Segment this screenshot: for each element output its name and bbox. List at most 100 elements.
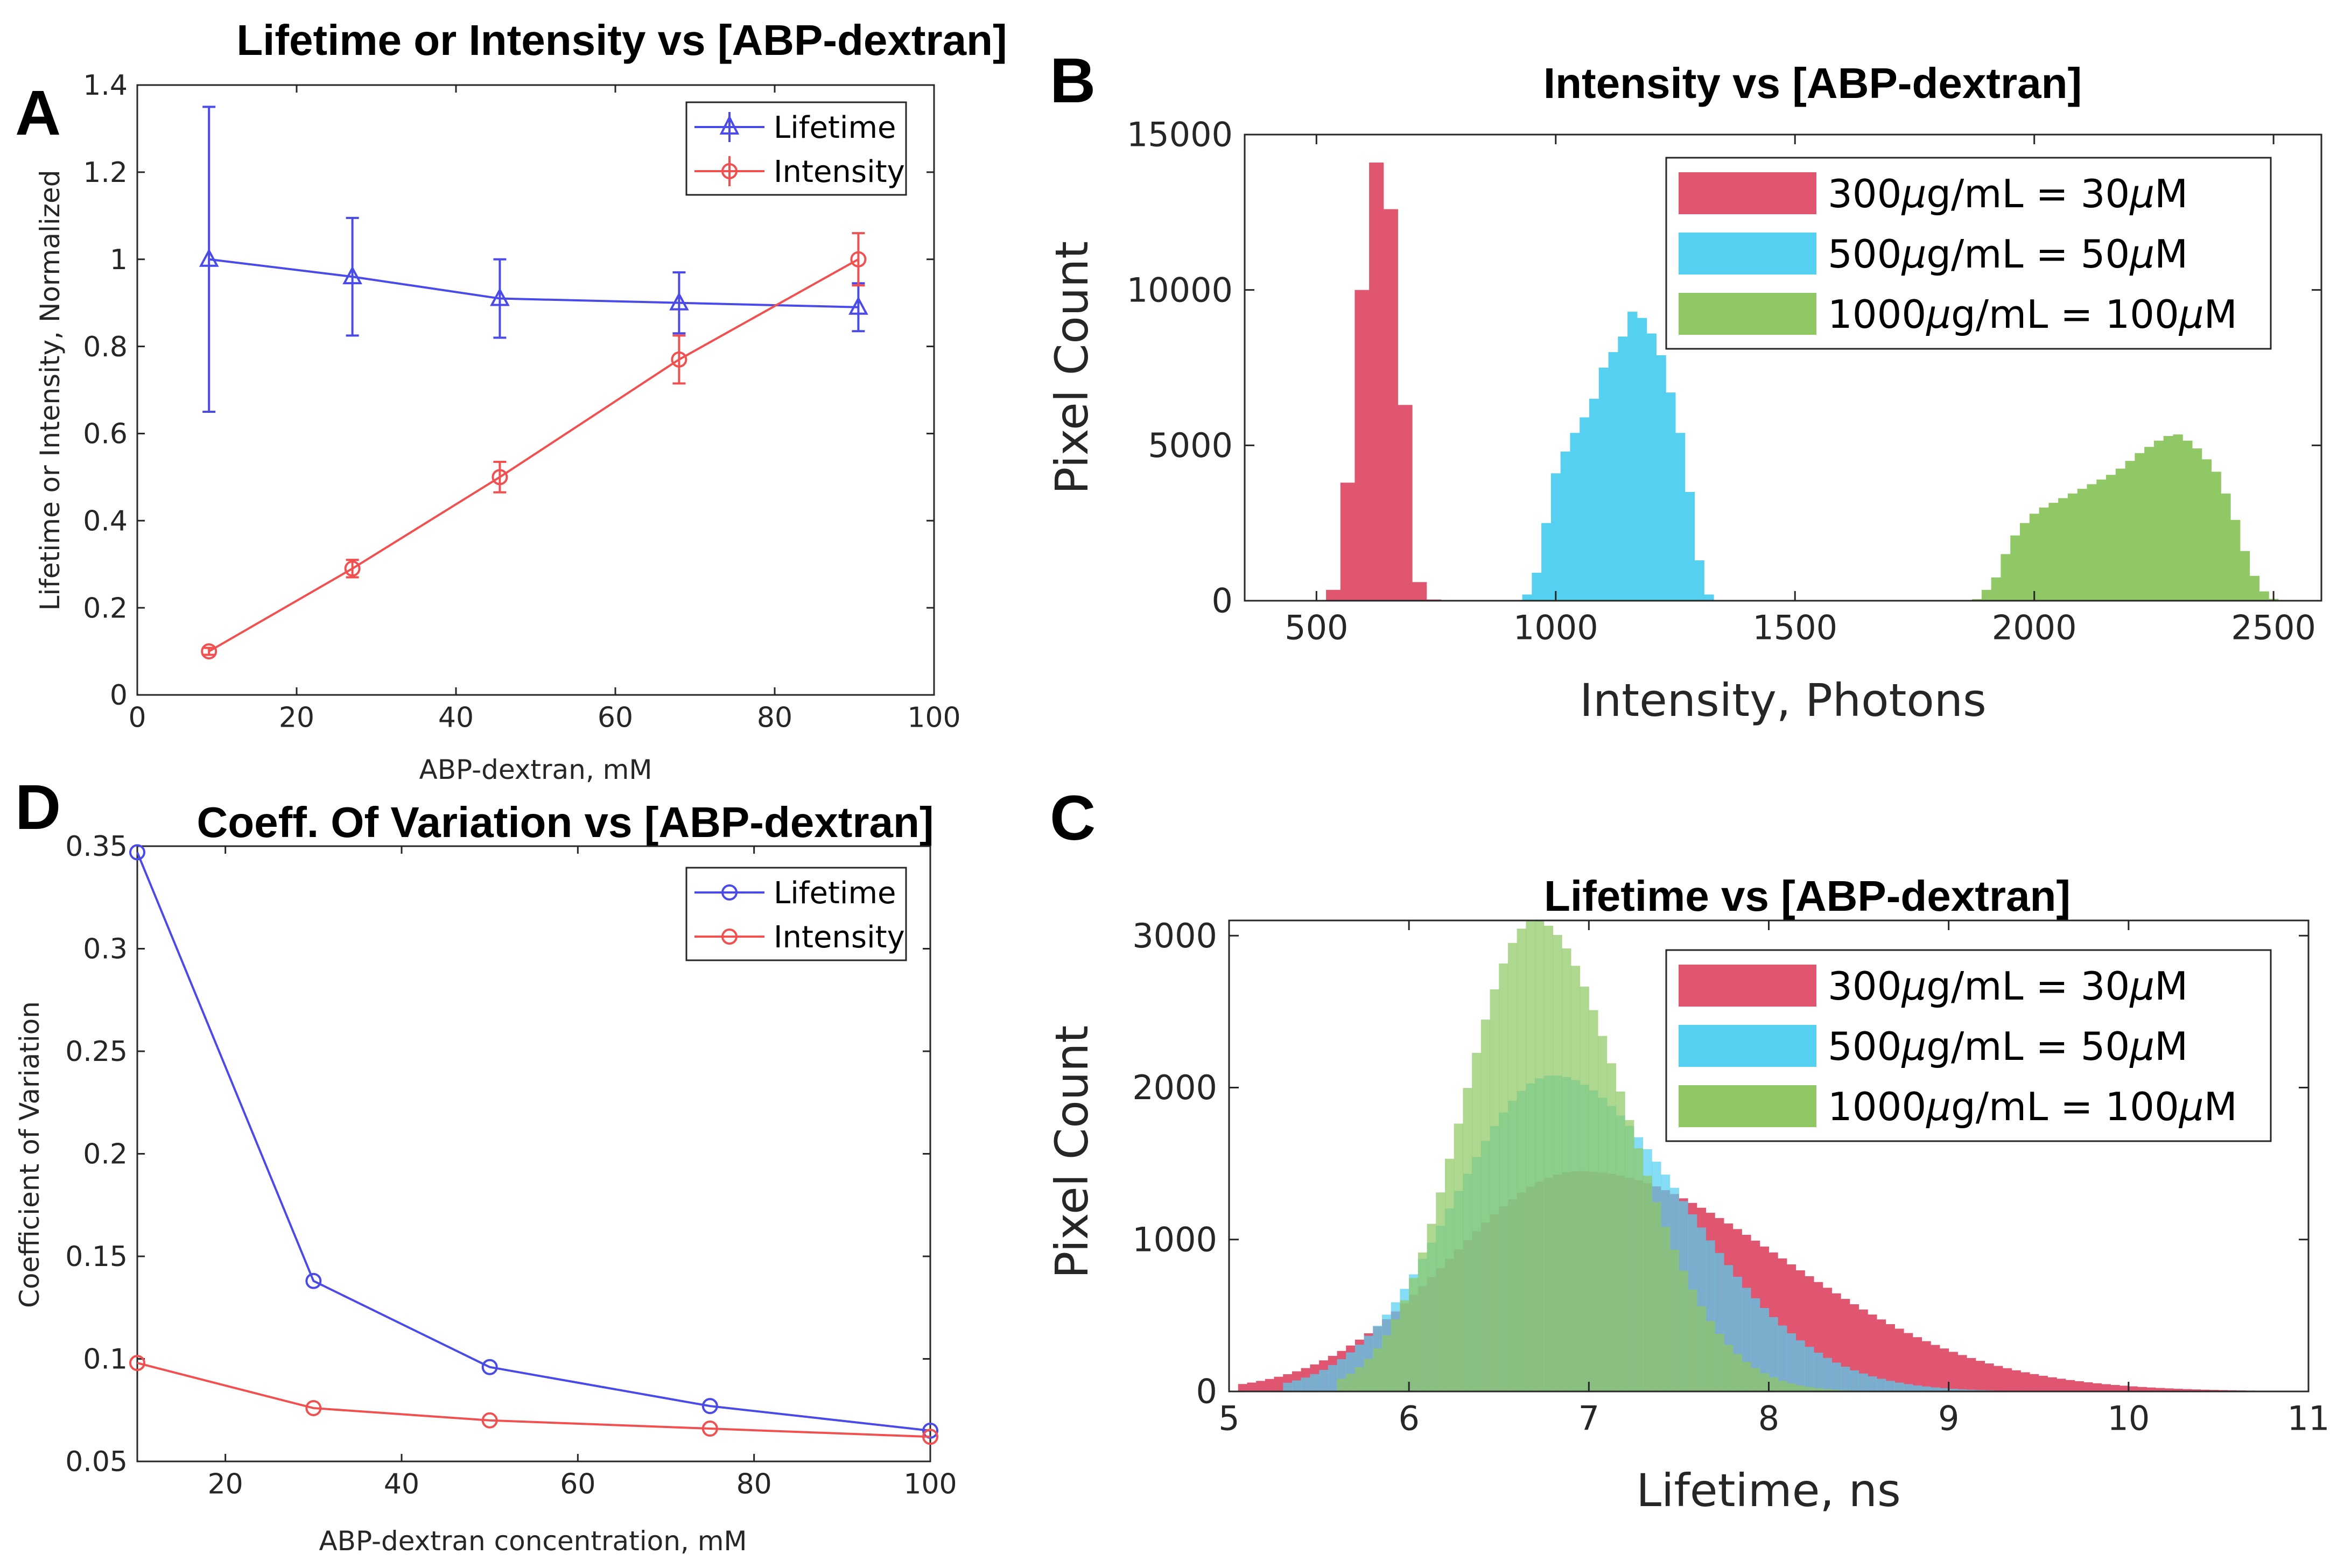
panel-a-intensity-point — [201, 643, 217, 660]
panel-c-bar-series-0 — [1912, 1337, 1922, 1391]
panel-b-bar-series-2 — [2048, 503, 2059, 601]
panel-c-bar-series-2 — [1768, 1377, 1778, 1391]
panel-a-ytick-label: 0.8 — [83, 331, 128, 363]
panel-d-legend-intensity-marker — [721, 929, 738, 945]
panel-a-xtick-label: 0 — [128, 702, 146, 734]
panel-b-xtick-label: 500 — [1285, 608, 1348, 648]
panel-c-bar-series-0 — [1984, 1363, 1994, 1391]
panel-c-bar-series-2 — [1795, 1385, 1805, 1391]
panel-d-legend-intensity-label: Intensity — [774, 920, 905, 955]
panel-a-ytick-label: 1.4 — [83, 69, 128, 102]
panel-a-ytick-label: 1 — [110, 244, 128, 276]
panel-c-bar-series-0 — [1265, 1379, 1275, 1391]
panel-c-bar-series-2 — [1598, 1036, 1608, 1391]
panel-c-legend-swatch-500 — [1679, 1025, 1816, 1067]
panel-b-bar-series-2 — [2029, 514, 2040, 601]
panel-b-bar-series-0 — [1355, 290, 1370, 601]
panel-c-bar-series-1 — [1957, 1389, 1967, 1391]
panel-letter-a: A — [15, 78, 61, 149]
panel-d-intensity-point — [305, 1400, 322, 1416]
panel-d-lifetime-point — [922, 1422, 938, 1439]
panel-d-intensity-point — [701, 1421, 718, 1437]
panel-b-bar-series-2 — [2259, 591, 2269, 601]
panel-c-legend-swatch-1000 — [1679, 1085, 1816, 1127]
panel-b-bar-series-1 — [1570, 433, 1580, 601]
panel-d-legend-lifetime-label: Lifetime — [774, 876, 896, 911]
panel-b-intensity-histogram: Intensity vs [ABP-dextran] 500 1000 1500 20… — [1045, 59, 2322, 727]
panel-b-axes — [1244, 133, 2322, 602]
panel-a-legend-box — [685, 101, 907, 196]
panel-c-bar-series-2 — [1517, 929, 1526, 1391]
panel-b-bar-series-1 — [1637, 318, 1647, 601]
panel-b-bar-series-2 — [2192, 448, 2202, 601]
panel-d-legend-lifetime-marker — [721, 884, 738, 901]
panel-b-ticks: 500 1000 1500 2000 2500 0 5000 10000 15000 — [1127, 115, 2321, 648]
panel-b-bar-series-2 — [2020, 523, 2030, 601]
panel-c-bar-series-0 — [1247, 1382, 1257, 1391]
panel-a-series — [199, 106, 868, 660]
panel-c-bar-series-2 — [1652, 1202, 1661, 1391]
panel-a-legend: Lifetime Intensity — [685, 101, 907, 196]
panel-c-ytick-label: 2000 — [1132, 1068, 1217, 1107]
panel-c-bar-series-2 — [1373, 1348, 1382, 1391]
panel-c-bar-series-0 — [2182, 1389, 2192, 1391]
panel-c-bar-series-2 — [1463, 1088, 1472, 1391]
panel-b-bar-series-2 — [2249, 575, 2259, 601]
panel-c-bar-series-0 — [1957, 1355, 1967, 1391]
panel-c-bar-series-2 — [1696, 1306, 1707, 1391]
panel-b-bar-series-1 — [1618, 336, 1628, 601]
panel-a-lifetime-point — [848, 296, 868, 315]
panel-c-bar-series-1 — [1904, 1384, 1913, 1391]
panel-c-bar-series-0 — [2155, 1388, 2165, 1391]
panel-c-bar-series-0 — [2120, 1386, 2129, 1391]
panel-c-bar-series-2 — [1786, 1383, 1796, 1391]
panel-c-ytick-label: 0 — [1196, 1372, 1217, 1411]
panel-c-bar-series-1 — [1894, 1382, 1904, 1391]
panel-a-lifetime-point — [342, 265, 362, 285]
panel-d-ytick-label: 0.15 — [65, 1241, 128, 1273]
panel-b-bars — [1326, 162, 2279, 601]
panel-c-bar-series-0 — [2173, 1389, 2183, 1391]
panel-c-bar-series-2 — [1616, 1091, 1625, 1391]
panel-d-intensity-point — [129, 1355, 145, 1372]
panel-c-bar-series-0 — [1885, 1324, 1895, 1391]
panel-c-bar-series-0 — [1975, 1361, 1985, 1391]
panel-b-bar-series-1 — [1694, 560, 1704, 601]
panel-b-bar-series-0 — [1383, 209, 1398, 601]
panel-b-ytick-label: 10000 — [1127, 270, 1233, 310]
panel-b-bar-series-1 — [1589, 398, 1599, 601]
panel-d-xtick-label: 60 — [560, 1468, 595, 1501]
panel-c-bar-series-0 — [2057, 1379, 2066, 1391]
panel-c-bar-series-1 — [1921, 1386, 1931, 1391]
panel-c-bar-series-1 — [1912, 1385, 1922, 1391]
panel-b-bar-series-2 — [2144, 447, 2154, 601]
panel-a-xtick-label: 20 — [279, 702, 314, 734]
panel-c-bar-series-0 — [1238, 1384, 1247, 1391]
panel-b-ytick-label: 0 — [1212, 581, 1233, 621]
panel-c-bar-series-1 — [1786, 1333, 1796, 1391]
panel-c-bar-series-2 — [1580, 986, 1589, 1391]
panel-d-ylabel: Coefficient of Variation — [14, 1001, 45, 1308]
panel-c-bar-series-1 — [1849, 1370, 1859, 1391]
panel-b-bar-series-2 — [2211, 472, 2221, 601]
panel-c-bar-series-0 — [1931, 1345, 1940, 1391]
panel-c-bar-series-2 — [1337, 1379, 1346, 1391]
panel-c-xtick-label: 10 — [2107, 1399, 2150, 1438]
panel-c-bar-series-2 — [1606, 1063, 1616, 1391]
panel-c-bar-series-0 — [1849, 1304, 1859, 1391]
panel-b-bar-series-1 — [1627, 312, 1638, 601]
panel-c-ticks: 5 6 7 8 9 10 11 0 1000 2000 3000 — [1132, 916, 2329, 1438]
panel-c-bar-series-2 — [1454, 1123, 1463, 1391]
panel-c-bar-series-1 — [1319, 1370, 1329, 1391]
panel-c-bar-series-2 — [1778, 1381, 1787, 1391]
panel-c-bar-series-0 — [1877, 1319, 1886, 1391]
panel-a-title: Lifetime or Intensity vs [ABP-dextran] — [236, 16, 1007, 64]
panel-c-bar-series-2 — [1427, 1224, 1436, 1391]
panel-c-legend: 300μg/mL = 30μM 500μg/mL = 50μM 1000μg/m… — [1665, 949, 2272, 1142]
panel-b-bar-series-0 — [1369, 162, 1384, 601]
panel-c-bar-series-0 — [1868, 1314, 1877, 1391]
panel-d-xlabel: ABP-dextran concentration, mM — [319, 1525, 747, 1557]
panel-b-xtick-label: 2500 — [2231, 608, 2316, 648]
panel-a-lifetime-line — [208, 258, 859, 308]
